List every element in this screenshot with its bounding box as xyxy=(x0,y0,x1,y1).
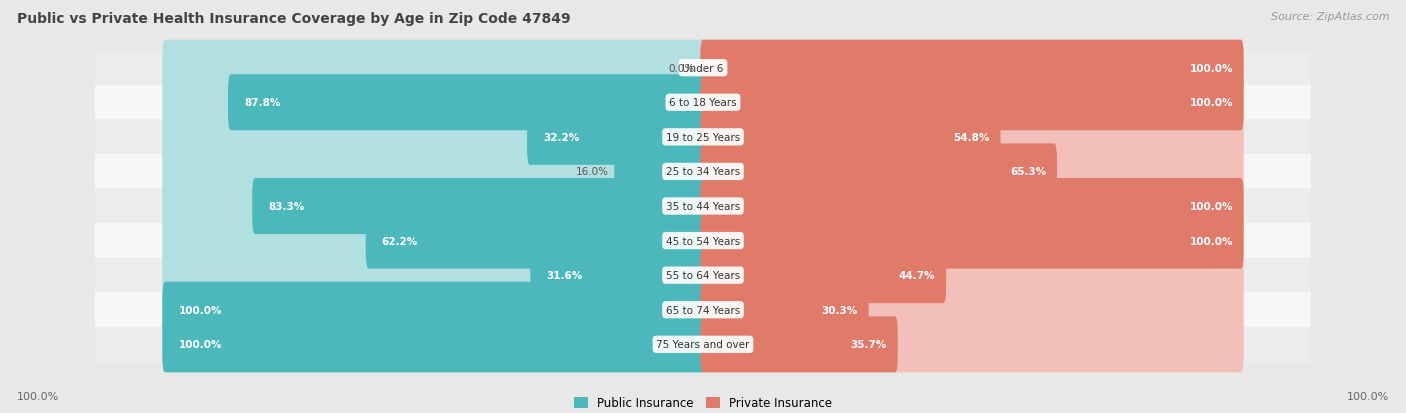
Text: 25 to 34 Years: 25 to 34 Years xyxy=(666,167,740,177)
Text: 100.0%: 100.0% xyxy=(179,339,222,349)
Text: 31.6%: 31.6% xyxy=(547,271,582,280)
FancyBboxPatch shape xyxy=(700,109,1001,166)
FancyBboxPatch shape xyxy=(700,247,1244,304)
FancyBboxPatch shape xyxy=(700,144,1057,200)
Text: Source: ZipAtlas.com: Source: ZipAtlas.com xyxy=(1271,12,1389,22)
FancyBboxPatch shape xyxy=(700,282,869,338)
FancyBboxPatch shape xyxy=(162,282,706,338)
FancyBboxPatch shape xyxy=(96,51,1310,86)
FancyBboxPatch shape xyxy=(530,247,706,304)
Text: 44.7%: 44.7% xyxy=(898,271,935,280)
FancyBboxPatch shape xyxy=(162,316,706,373)
Text: 100.0%: 100.0% xyxy=(1189,98,1233,108)
FancyBboxPatch shape xyxy=(700,75,1244,131)
Text: 100.0%: 100.0% xyxy=(1189,236,1233,246)
Text: 0.0%: 0.0% xyxy=(669,64,695,74)
Text: 16.0%: 16.0% xyxy=(576,167,609,177)
FancyBboxPatch shape xyxy=(162,75,706,131)
Text: 100.0%: 100.0% xyxy=(1189,64,1233,74)
FancyBboxPatch shape xyxy=(700,144,1244,200)
Text: 62.2%: 62.2% xyxy=(382,236,418,246)
FancyBboxPatch shape xyxy=(162,282,706,338)
FancyBboxPatch shape xyxy=(700,213,1244,269)
FancyBboxPatch shape xyxy=(162,144,706,200)
FancyBboxPatch shape xyxy=(252,178,706,235)
FancyBboxPatch shape xyxy=(700,316,1244,373)
FancyBboxPatch shape xyxy=(700,213,1244,269)
FancyBboxPatch shape xyxy=(700,40,1244,97)
Text: 100.0%: 100.0% xyxy=(17,391,59,401)
FancyBboxPatch shape xyxy=(700,109,1244,166)
FancyBboxPatch shape xyxy=(96,327,1310,362)
FancyBboxPatch shape xyxy=(700,75,1244,131)
FancyBboxPatch shape xyxy=(162,316,706,373)
FancyBboxPatch shape xyxy=(96,258,1310,293)
Text: 35 to 44 Years: 35 to 44 Years xyxy=(666,202,740,211)
Text: 19 to 25 Years: 19 to 25 Years xyxy=(666,133,740,142)
FancyBboxPatch shape xyxy=(614,144,706,200)
Text: 32.2%: 32.2% xyxy=(543,133,579,142)
FancyBboxPatch shape xyxy=(700,178,1244,235)
FancyBboxPatch shape xyxy=(700,40,1244,97)
FancyBboxPatch shape xyxy=(96,223,1310,259)
Text: 100.0%: 100.0% xyxy=(1189,202,1233,211)
FancyBboxPatch shape xyxy=(700,247,946,304)
Text: 65 to 74 Years: 65 to 74 Years xyxy=(666,305,740,315)
Text: 75 Years and over: 75 Years and over xyxy=(657,339,749,349)
Text: 100.0%: 100.0% xyxy=(1347,391,1389,401)
FancyBboxPatch shape xyxy=(700,316,898,373)
FancyBboxPatch shape xyxy=(96,154,1310,190)
FancyBboxPatch shape xyxy=(96,189,1310,224)
Legend: Public Insurance, Private Insurance: Public Insurance, Private Insurance xyxy=(569,392,837,413)
Text: 45 to 54 Years: 45 to 54 Years xyxy=(666,236,740,246)
FancyBboxPatch shape xyxy=(96,120,1310,155)
FancyBboxPatch shape xyxy=(162,109,706,166)
Text: Public vs Private Health Insurance Coverage by Age in Zip Code 47849: Public vs Private Health Insurance Cover… xyxy=(17,12,571,26)
Text: 54.8%: 54.8% xyxy=(953,133,990,142)
Text: 35.7%: 35.7% xyxy=(851,339,887,349)
FancyBboxPatch shape xyxy=(162,40,706,97)
FancyBboxPatch shape xyxy=(162,213,706,269)
FancyBboxPatch shape xyxy=(700,282,1244,338)
FancyBboxPatch shape xyxy=(228,75,706,131)
FancyBboxPatch shape xyxy=(700,178,1244,235)
Text: 83.3%: 83.3% xyxy=(269,202,305,211)
FancyBboxPatch shape xyxy=(527,109,706,166)
Text: 65.3%: 65.3% xyxy=(1010,167,1046,177)
FancyBboxPatch shape xyxy=(96,292,1310,328)
Text: 100.0%: 100.0% xyxy=(179,305,222,315)
FancyBboxPatch shape xyxy=(162,247,706,304)
Text: 6 to 18 Years: 6 to 18 Years xyxy=(669,98,737,108)
FancyBboxPatch shape xyxy=(366,213,706,269)
Text: Under 6: Under 6 xyxy=(682,64,724,74)
FancyBboxPatch shape xyxy=(96,85,1310,121)
FancyBboxPatch shape xyxy=(162,178,706,235)
Text: 55 to 64 Years: 55 to 64 Years xyxy=(666,271,740,280)
Text: 87.8%: 87.8% xyxy=(245,98,281,108)
Text: 30.3%: 30.3% xyxy=(821,305,858,315)
